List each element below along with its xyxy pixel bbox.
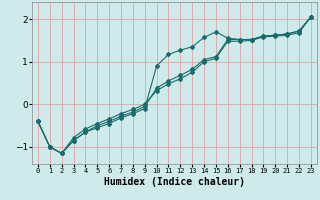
X-axis label: Humidex (Indice chaleur): Humidex (Indice chaleur) <box>104 177 245 187</box>
